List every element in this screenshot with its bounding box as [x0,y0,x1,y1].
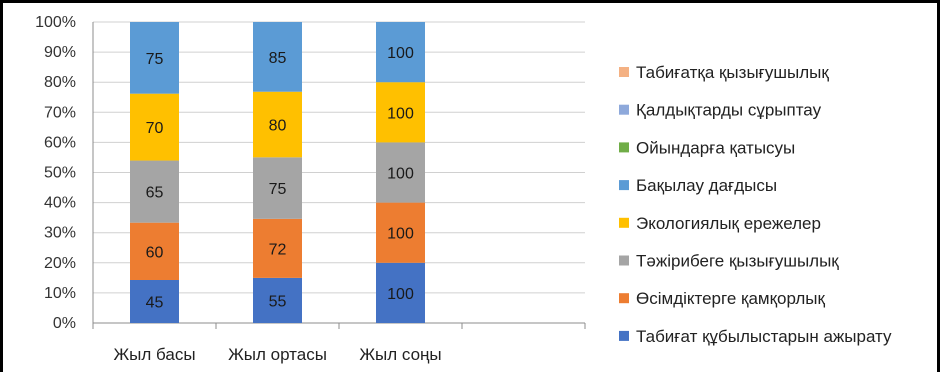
frame-border-top [0,0,940,3]
legend-swatch [619,217,629,228]
bar-segment [253,22,302,92]
data-label: 45 [146,295,164,312]
legend-label: Табиғат құбылыстарын ажырату [636,327,892,346]
data-label: 80 [269,118,287,135]
legend-label: Өсімдіктерге қамқорлық [636,289,826,308]
data-label: 70 [146,120,164,137]
y-tick-label: 90% [44,44,76,61]
legend-swatch [619,142,629,153]
bar-segment [130,22,179,94]
data-labels: 45 60 65 70 75 55 72 75 80 85 100 100 100 100 100 [146,45,414,311]
x-category-label: Жыл ортасы [228,345,327,364]
bar-segment [130,160,179,223]
data-label: 85 [269,50,287,67]
bar-segment [376,82,425,143]
y-tick-label: 30% [44,225,76,242]
bar-segment [376,262,425,323]
data-label: 55 [269,293,287,310]
legend-swatch [619,104,629,115]
y-tick-label: 20% [44,255,76,272]
bar-segment [130,280,179,323]
legend-label: Ойындарға қатысуы [636,138,795,157]
legend-swatch [619,330,629,341]
bar-segment [130,222,179,280]
data-label: 60 [146,244,164,261]
data-label: 100 [387,105,414,122]
y-tick-label: 60% [44,134,76,151]
legend-label: Қалдықтарды сұрыптау [636,101,822,120]
y-tick-label: 100% [35,14,76,31]
legend-swatch [619,67,629,77]
legend-swatch [619,293,629,304]
y-tick-label: 50% [44,165,76,182]
bar-segment [376,22,425,83]
legend-swatch [619,255,629,266]
y-tick-label: 10% [44,285,76,302]
bar-segment [253,157,302,219]
bars [130,22,425,323]
bar-segment [376,142,425,203]
y-axis-tick-labels: 0% 10% 20% 30% 40% 50% 60% 70% 80% 90% 100% [35,14,76,332]
legend-label: Бақылау дағдысы [636,176,777,195]
data-label: 100 [387,45,414,62]
legend-swatch [619,180,629,191]
legend-label: Экологиялық ережелер [636,214,821,233]
frame-border-left [0,0,3,372]
y-tick-label: 40% [44,195,76,212]
data-label: 72 [269,241,287,258]
bar-segment [253,218,302,278]
x-category-label: Жыл соңы [359,345,441,364]
y-tick-label: 70% [44,104,76,121]
data-label: 65 [146,185,164,202]
legend-label: Тәжірибеге қызығушылық [636,252,839,271]
x-axis-category-labels: Жыл басы Жыл ортасы Жыл соңы [113,345,441,364]
data-label: 100 [387,226,414,243]
legend: Табиғатқа қызығушылық Қалдықтарды сұрыпта… [619,63,892,346]
x-category-label: Жыл басы [113,345,195,364]
data-label: 100 [387,286,414,303]
bar-segment [376,202,425,263]
y-tick-label: 80% [44,74,76,91]
data-label: 75 [146,51,164,68]
bar-segment [130,93,179,161]
data-label: 75 [269,181,287,198]
legend-label: Табиғатқа қызығушылық [636,63,829,82]
bar-segment [253,277,302,323]
bar-segment [253,91,302,158]
y-tick-label: 0% [53,315,76,332]
data-label: 100 [387,166,414,183]
frame-border-right [937,0,940,372]
